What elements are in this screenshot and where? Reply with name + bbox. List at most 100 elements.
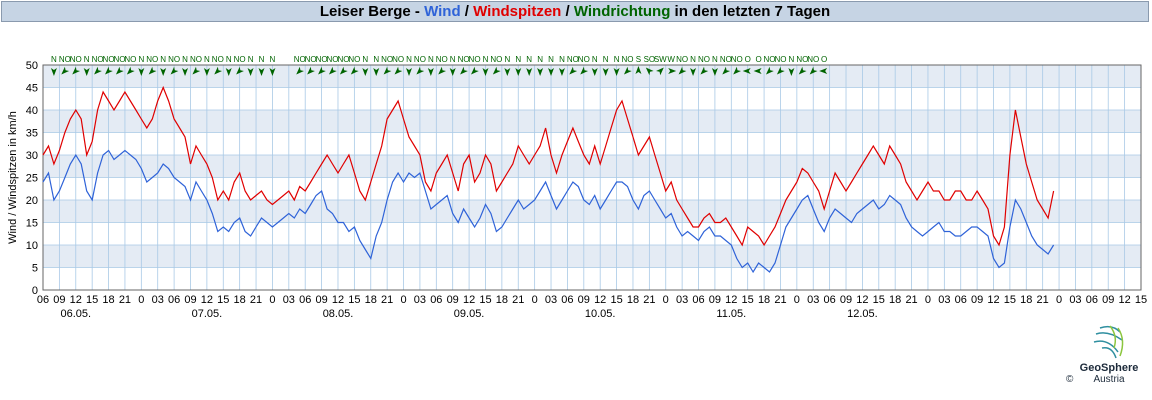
direction-arrowhead <box>753 68 762 74</box>
direction-label: N <box>204 55 210 64</box>
x-tick-label: 06 <box>1086 294 1098 306</box>
direction-label: N <box>592 55 598 64</box>
direction-label: N <box>526 55 532 64</box>
direction-arrow <box>72 66 81 75</box>
direction-label: NO <box>337 55 349 64</box>
direction-arrowhead <box>635 66 642 74</box>
x-tick-label: 15 <box>217 294 229 306</box>
x-tick-label: 03 <box>807 294 819 306</box>
direction-arrowhead <box>94 66 102 75</box>
direction-arrow <box>192 66 201 75</box>
direction-arrow <box>296 66 304 75</box>
direction-arrow <box>700 66 709 75</box>
direction-arrowhead <box>809 66 818 75</box>
direction-arrowhead <box>742 68 751 74</box>
direction-arrow <box>504 68 511 76</box>
direction-arrowhead <box>733 66 742 75</box>
x-tick-label: 0 <box>925 294 931 306</box>
direction-label: N <box>160 55 166 64</box>
direction-arrowhead <box>50 68 57 76</box>
direction-arrowhead <box>449 68 456 76</box>
direction-arrow <box>247 68 254 76</box>
series-line-windspitzen <box>42 85 1055 247</box>
x-tick-label: 21 <box>250 294 262 306</box>
direction-arrowhead <box>427 68 434 76</box>
direction-arrow <box>148 66 157 75</box>
x-tick-label: 15 <box>348 294 360 306</box>
direction-label: N <box>712 55 718 64</box>
direction-arrow <box>427 68 434 76</box>
direction-arrow <box>373 68 380 76</box>
direction-arrowhead <box>492 66 501 75</box>
direction-label: SO <box>644 55 656 64</box>
title-part2: in den letzten 7 Tagen <box>670 3 831 20</box>
direction-label: NO <box>796 55 808 64</box>
x-tick-label: 0 <box>663 294 669 306</box>
y-tick-label: 40 <box>26 105 38 117</box>
direction-arrow <box>182 68 189 76</box>
x-tick-label: 06 <box>430 294 442 306</box>
direction-arrow <box>492 66 501 75</box>
direction-arrow <box>526 68 533 76</box>
direction-arrow <box>668 68 677 74</box>
direction-label: N <box>603 55 609 64</box>
x-tick-label: 09 <box>709 294 721 306</box>
direction-arrowhead <box>623 66 632 75</box>
x-tick-label: 12 <box>332 294 344 306</box>
x-tick-label: 15 <box>742 294 754 306</box>
x-tick-label: 15 <box>479 294 491 306</box>
direction-arrowhead <box>558 68 565 76</box>
direction-arrowhead <box>148 66 157 75</box>
direction-arrow <box>269 68 276 76</box>
day-label: 07.05. <box>192 308 223 320</box>
direction-arrow <box>656 67 664 76</box>
direction-arrow <box>742 68 751 74</box>
direction-label: N <box>515 55 521 64</box>
direction-arrow <box>170 66 179 75</box>
direction-arrowhead <box>160 68 167 76</box>
direction-arrowhead <box>394 66 403 75</box>
x-tick-label: 03 <box>152 294 164 306</box>
direction-label: NO <box>622 55 634 64</box>
direction-arrow <box>138 68 145 76</box>
x-tick-label: 06 <box>168 294 180 306</box>
y-tick-label: 25 <box>26 173 38 185</box>
x-tick-label: 03 <box>283 294 295 306</box>
x-tick-label: 18 <box>889 294 901 306</box>
y-tick-label: 15 <box>26 218 38 230</box>
direction-label: W <box>667 55 675 64</box>
direction-arrow <box>537 68 544 76</box>
direction-label: N <box>226 55 232 64</box>
title-part1: Leiser Berge - <box>319 3 425 20</box>
x-tick-label: 18 <box>627 294 639 306</box>
y-tick-label: 10 <box>26 240 38 252</box>
direction-arrowhead <box>613 68 620 76</box>
x-tick-label: 06 <box>561 294 573 306</box>
direction-arrowhead <box>788 68 795 76</box>
direction-arrow <box>126 66 135 75</box>
direction-arrow <box>613 68 620 76</box>
direction-label: NO <box>124 55 136 64</box>
x-tick-label: 15 <box>1004 294 1016 306</box>
direction-arrowhead <box>798 66 807 75</box>
direction-arrowhead <box>656 67 664 76</box>
direction-arrowhead <box>115 66 124 75</box>
day-label: 10.05. <box>585 308 616 320</box>
direction-arrow <box>548 68 555 76</box>
direction-label: NO <box>348 55 360 64</box>
direction-arrowhead <box>258 68 265 76</box>
direction-arrowhead <box>471 66 479 75</box>
direction-label: N <box>614 55 620 64</box>
x-tick-label: 09 <box>971 294 983 306</box>
direction-label: N <box>270 55 276 64</box>
direction-arrowhead <box>126 66 135 75</box>
x-tick-label: 0 <box>138 294 144 306</box>
direction-arrowhead <box>61 66 70 75</box>
direction-label: NO <box>764 55 776 64</box>
direction-arrowhead <box>504 68 511 76</box>
x-tick-label: 18 <box>234 294 246 306</box>
direction-arrow <box>406 68 412 76</box>
direction-arrow <box>83 68 90 76</box>
direction-arrow <box>115 66 124 75</box>
direction-arrow <box>515 68 522 76</box>
